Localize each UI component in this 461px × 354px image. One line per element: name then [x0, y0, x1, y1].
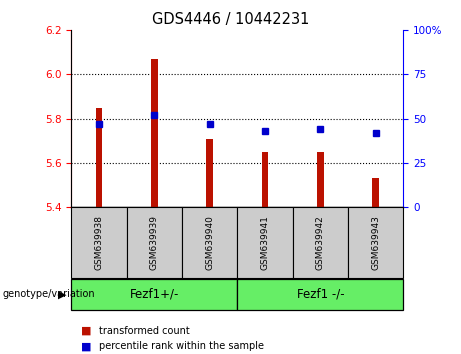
Text: GSM639943: GSM639943 — [371, 215, 380, 270]
Text: genotype/variation: genotype/variation — [2, 289, 95, 299]
Bar — [207, 138, 213, 207]
Bar — [96, 108, 102, 207]
Bar — [237, 279, 403, 310]
Text: ■: ■ — [81, 341, 91, 351]
Text: GSM639938: GSM639938 — [95, 215, 104, 270]
Bar — [71, 207, 127, 278]
Text: GSM639942: GSM639942 — [316, 215, 325, 270]
Bar — [237, 207, 293, 278]
Text: ▶: ▶ — [59, 289, 67, 299]
Text: ■: ■ — [81, 326, 91, 336]
Bar — [348, 207, 403, 278]
Bar — [127, 207, 182, 278]
Text: percentile rank within the sample: percentile rank within the sample — [99, 341, 264, 351]
Bar — [71, 279, 237, 310]
Text: GSM639940: GSM639940 — [205, 215, 214, 270]
Bar — [317, 152, 324, 207]
Text: GSM639941: GSM639941 — [260, 215, 270, 270]
Text: GSM639939: GSM639939 — [150, 215, 159, 270]
Text: transformed count: transformed count — [99, 326, 190, 336]
Text: Fezf1+/-: Fezf1+/- — [130, 288, 179, 301]
Bar — [372, 178, 379, 207]
Bar — [293, 207, 348, 278]
Bar — [182, 207, 237, 278]
Bar — [262, 152, 268, 207]
Text: Fezf1 -/-: Fezf1 -/- — [296, 288, 344, 301]
Text: GDS4446 / 10442231: GDS4446 / 10442231 — [152, 12, 309, 27]
Bar — [151, 59, 158, 207]
